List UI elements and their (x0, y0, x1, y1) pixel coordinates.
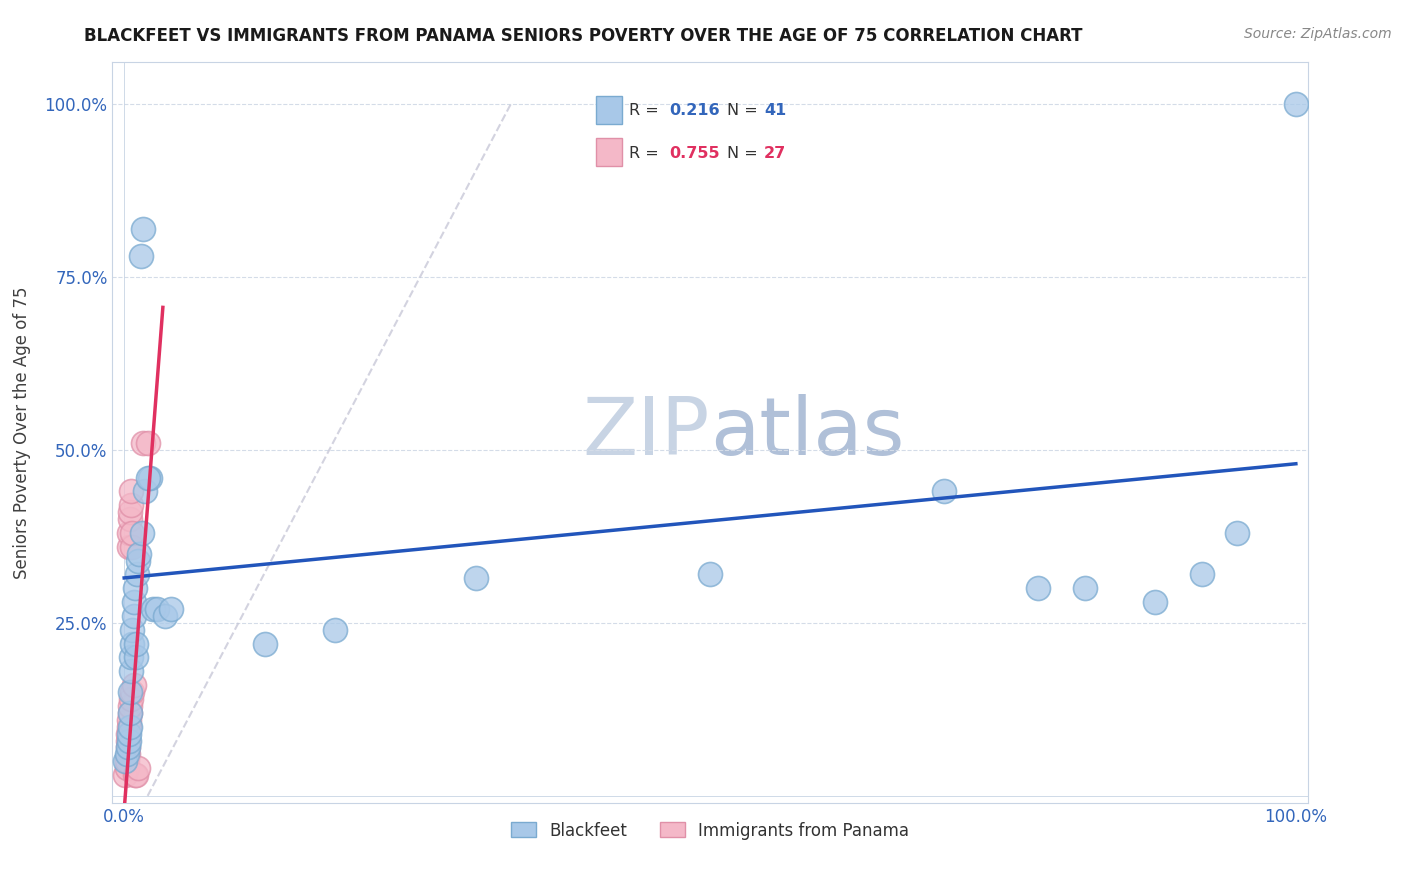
Point (1226, 525, 1249, 540)
Point (120, 498, 142, 512)
Point (120, 512, 141, 526)
Legend: Blackfeet, Immigrants from Panama: Blackfeet, Immigrants from Panama (503, 815, 917, 847)
Point (117, 726, 139, 740)
Point (122, 678, 145, 692)
Point (122, 595, 145, 609)
Point (127, 761, 149, 775)
Point (117, 733, 139, 747)
Point (118, 726, 141, 740)
Point (1191, 567, 1213, 582)
Text: atlas: atlas (710, 393, 904, 472)
Point (120, 692, 142, 706)
Point (132, 436, 155, 450)
Y-axis label: Seniors Poverty Over the Age of 75: Seniors Poverty Over the Age of 75 (13, 286, 31, 579)
Point (121, 685, 143, 699)
Point (118, 525, 141, 540)
Point (125, 650, 148, 665)
Point (127, 554, 149, 568)
Point (122, 609, 145, 624)
Text: Source: ZipAtlas.com: Source: ZipAtlas.com (1244, 27, 1392, 41)
Point (121, 525, 143, 540)
Point (131, 525, 153, 540)
Point (120, 505, 141, 519)
Text: BLACKFEET VS IMMIGRANTS FROM PANAMA SENIORS POVERTY OVER THE AGE OF 75 CORRELATI: BLACKFEET VS IMMIGRANTS FROM PANAMA SENI… (84, 27, 1083, 45)
Point (155, 609, 177, 624)
Point (120, 720, 141, 734)
Point (1026, 582, 1049, 596)
Point (120, 706, 141, 720)
Point (128, 547, 150, 561)
Point (117, 747, 139, 762)
Point (125, 637, 148, 651)
Point (120, 650, 142, 665)
Point (323, 623, 346, 637)
Point (129, 249, 152, 263)
Point (114, 768, 136, 782)
Point (120, 685, 141, 699)
Point (120, 665, 142, 679)
Point (146, 602, 169, 616)
Point (124, 582, 146, 596)
Point (121, 540, 143, 554)
Point (139, 470, 162, 484)
Point (121, 623, 143, 637)
Text: ZIP: ZIP (582, 393, 710, 472)
Point (253, 637, 276, 651)
Point (121, 637, 143, 651)
Point (118, 713, 141, 727)
Point (118, 540, 141, 554)
Point (1144, 595, 1167, 609)
Point (115, 761, 138, 775)
Point (160, 602, 183, 616)
Point (118, 733, 141, 747)
Point (699, 567, 721, 582)
Point (464, 571, 486, 585)
Point (1074, 582, 1097, 596)
Point (120, 706, 141, 720)
Point (127, 567, 149, 582)
Point (114, 754, 136, 768)
Point (134, 484, 156, 499)
Point (120, 484, 142, 499)
Point (124, 768, 146, 782)
Point (115, 754, 138, 768)
Point (118, 720, 141, 734)
Point (142, 602, 165, 616)
Point (1285, 97, 1308, 112)
Point (136, 436, 159, 450)
Point (117, 740, 139, 755)
Point (125, 768, 148, 782)
Point (115, 747, 138, 762)
Point (120, 698, 141, 713)
Point (934, 484, 956, 499)
Point (136, 470, 159, 484)
Point (132, 221, 155, 235)
Point (117, 740, 139, 755)
